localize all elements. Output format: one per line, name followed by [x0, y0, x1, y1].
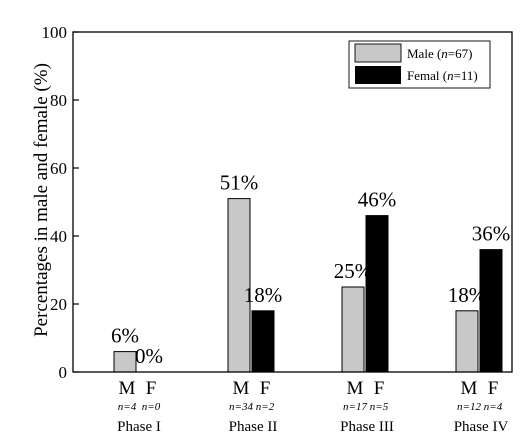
- y-axis-label: Percentages in male and female (%): [31, 63, 52, 337]
- y-tick-label: 100: [42, 23, 68, 42]
- y-tick-label: 20: [50, 295, 67, 314]
- female-axis-label: F: [374, 378, 385, 399]
- bar-male: [341, 286, 365, 373]
- bar-male: [113, 351, 137, 373]
- male-axis-label: M: [461, 378, 478, 399]
- male-axis-label: M: [119, 378, 136, 399]
- female-axis-label: F: [146, 378, 157, 399]
- male-n-label: n=12: [457, 401, 481, 413]
- bar-male: [455, 310, 479, 373]
- legend-swatch-female: [355, 66, 401, 84]
- y-tick-label: 0: [59, 363, 68, 382]
- male-axis-label: M: [233, 378, 250, 399]
- female-axis-label: F: [488, 378, 499, 399]
- data-label-female: 0%: [135, 344, 163, 368]
- data-label-female: 46%: [358, 188, 397, 212]
- female-axis-label: F: [260, 378, 271, 399]
- data-label-male: 25%: [334, 259, 373, 283]
- legend-swatch-male: [354, 43, 402, 63]
- male-n-label: n=17: [343, 401, 367, 413]
- bar-female: [479, 249, 503, 373]
- legend-label-female: Femal (n=11): [407, 68, 478, 83]
- male-axis-label: M: [347, 378, 364, 399]
- data-label-male: 51%: [220, 171, 259, 195]
- male-n-label: n=34: [229, 401, 253, 413]
- y-tick-label: 80: [50, 91, 67, 110]
- legend: Male (n=67) Femal (n=11): [348, 40, 491, 89]
- data-label-female: 36%: [472, 222, 511, 246]
- female-n-label: n=2: [256, 401, 275, 413]
- bar-female: [365, 215, 389, 373]
- male-n-label: n=4: [118, 401, 137, 413]
- y-tick-label: 40: [50, 227, 67, 246]
- data-label-male: 6%: [111, 324, 139, 348]
- phase-label: Phase II: [229, 419, 278, 435]
- female-n-label: n=0: [142, 401, 161, 413]
- data-label-female: 18%: [244, 283, 283, 307]
- female-n-label: n=5: [370, 401, 389, 413]
- phase-label: Phase IV: [454, 419, 509, 435]
- female-n-label: n=4: [484, 401, 503, 413]
- bar-female: [251, 310, 275, 373]
- plot-frame: [72, 31, 513, 373]
- phase-label: Phase III: [340, 419, 394, 435]
- y-tick-label: 60: [50, 159, 67, 178]
- legend-label-male: Male (n=67): [407, 46, 472, 61]
- data-label-male: 18%: [448, 283, 487, 307]
- phase-label: Phase I: [117, 419, 161, 435]
